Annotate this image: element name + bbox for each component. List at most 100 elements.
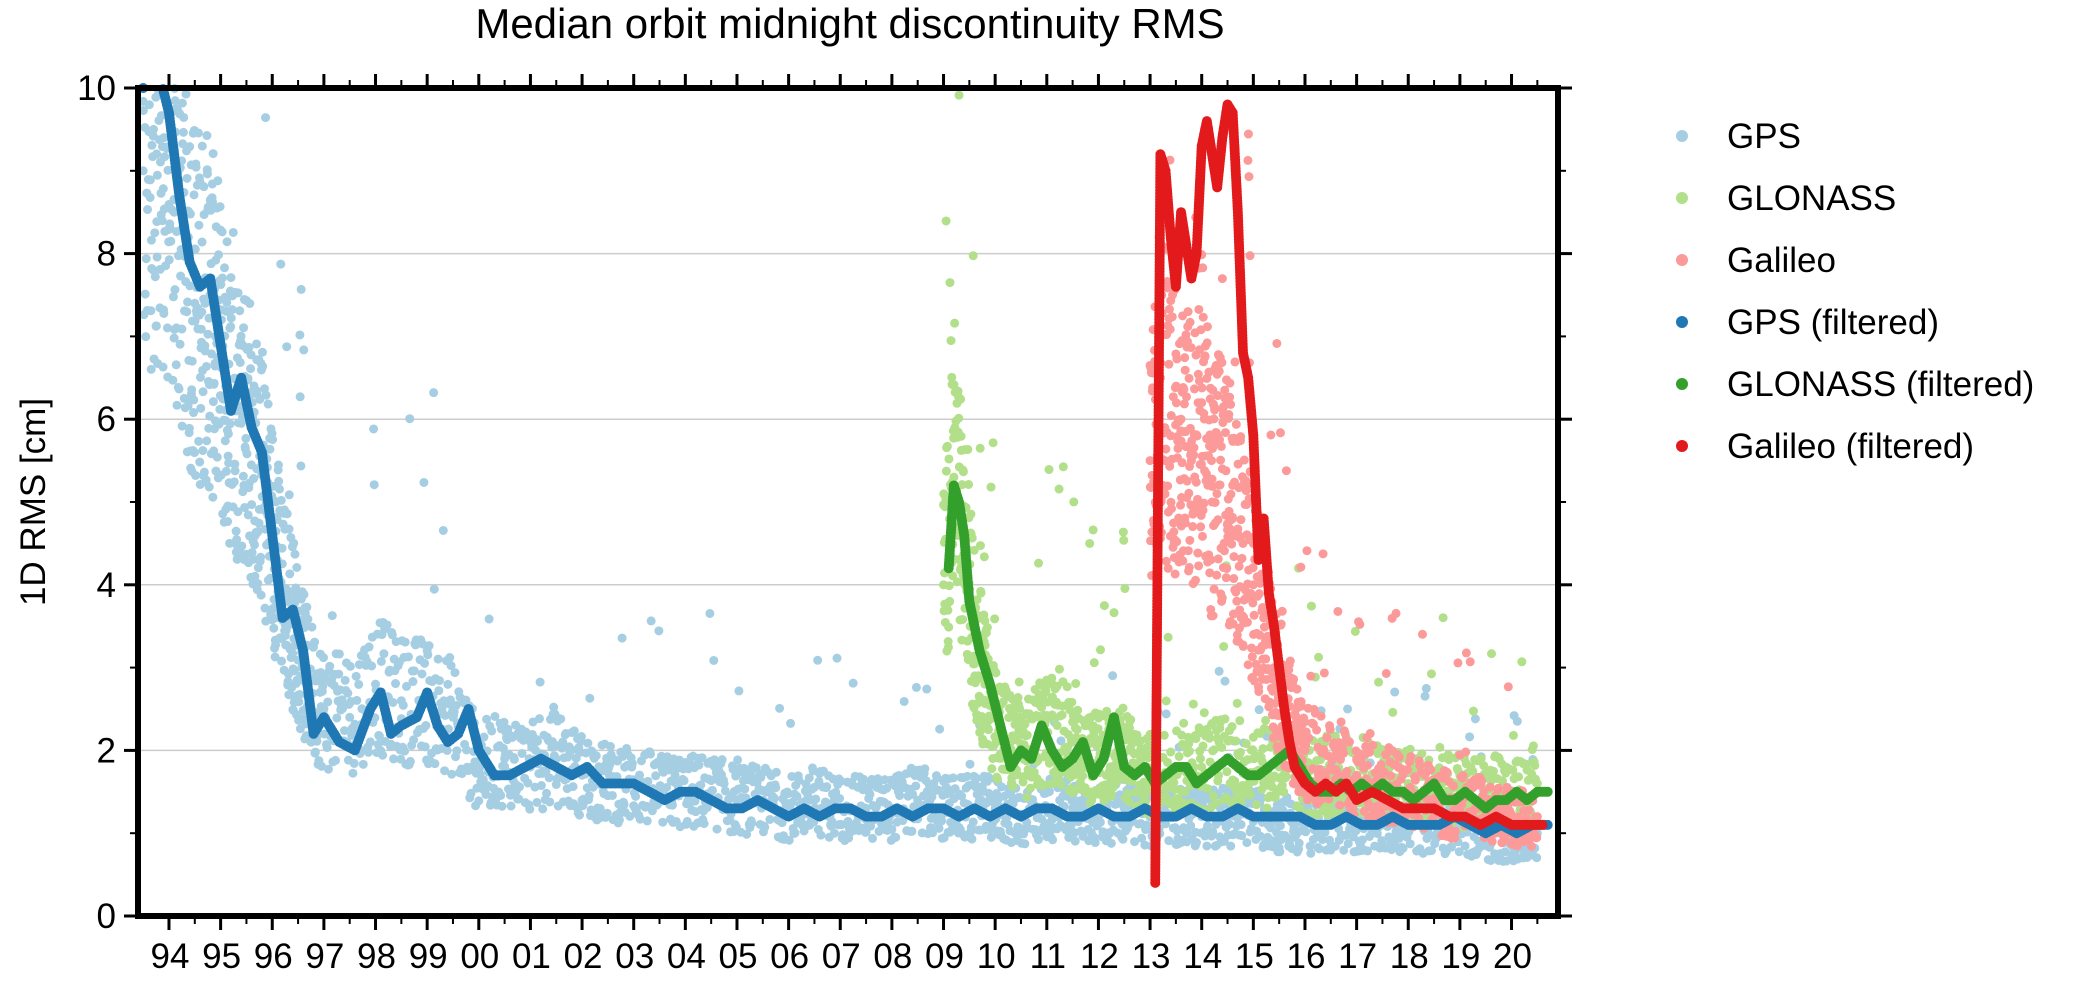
data-point — [1207, 474, 1217, 484]
data-point — [202, 131, 212, 141]
data-point — [948, 571, 958, 581]
data-point — [1259, 613, 1269, 623]
data-point — [223, 451, 233, 461]
data-point — [340, 675, 350, 685]
data-point — [187, 385, 197, 395]
data-point — [1356, 756, 1366, 766]
data-point — [250, 571, 260, 581]
data-point — [1386, 771, 1396, 781]
data-point — [941, 216, 951, 226]
data-point — [1020, 839, 1030, 849]
data-point — [197, 237, 207, 247]
data-point — [1070, 770, 1080, 780]
data-point — [490, 711, 500, 721]
data-point — [1301, 827, 1311, 837]
data-point — [574, 810, 584, 820]
data-point — [1227, 539, 1237, 549]
data-point — [1275, 428, 1285, 438]
data-point — [220, 436, 230, 446]
data-point — [230, 459, 240, 469]
data-point — [233, 507, 243, 517]
data-point — [358, 759, 368, 769]
data-point — [1102, 706, 1112, 716]
data-point — [1188, 699, 1198, 709]
data-point — [256, 590, 266, 600]
data-point — [1180, 353, 1190, 363]
data-point — [265, 444, 275, 454]
data-point — [1133, 787, 1143, 797]
data-point — [784, 835, 794, 845]
data-point — [760, 822, 770, 832]
data-point — [868, 833, 878, 843]
data-point — [334, 649, 344, 659]
data-point — [1406, 752, 1416, 762]
data-point — [242, 449, 252, 459]
data-point — [274, 476, 284, 486]
data-point — [756, 772, 766, 782]
data-point — [1333, 606, 1343, 616]
data-point — [866, 821, 876, 831]
data-point — [445, 695, 455, 705]
data-point — [296, 461, 306, 471]
data-point — [371, 679, 381, 689]
data-point — [1130, 837, 1140, 847]
data-point — [843, 816, 853, 826]
data-point — [887, 824, 897, 834]
data-point — [1184, 373, 1194, 383]
data-point — [804, 773, 814, 783]
data-point — [141, 332, 151, 342]
data-point — [1202, 322, 1212, 332]
data-point — [245, 299, 255, 309]
data-point — [1184, 562, 1194, 572]
data-point — [1403, 765, 1413, 775]
data-point — [1336, 717, 1346, 727]
data-point — [222, 237, 232, 247]
data-point — [1054, 664, 1064, 674]
data-point — [474, 762, 484, 772]
data-point — [440, 766, 450, 776]
data-point — [249, 540, 259, 550]
data-point — [388, 697, 398, 707]
data-point — [1245, 251, 1255, 261]
data-point — [403, 652, 413, 662]
data-point — [500, 762, 510, 772]
data-point — [1180, 518, 1190, 528]
data-point — [1191, 477, 1201, 487]
data-point — [1316, 711, 1326, 721]
data-point — [1345, 737, 1355, 747]
data-point — [987, 764, 997, 774]
data-point — [243, 510, 253, 520]
data-point — [199, 467, 209, 477]
data-point — [1118, 527, 1128, 537]
data-point — [1056, 780, 1066, 790]
data-point — [1292, 713, 1302, 723]
data-point — [209, 378, 219, 388]
data-point — [196, 324, 206, 334]
data-point — [198, 387, 208, 397]
data-point — [1167, 504, 1177, 514]
data-point — [1194, 561, 1204, 571]
data-point — [1222, 564, 1232, 574]
data-point — [1255, 831, 1265, 841]
data-point — [1161, 444, 1171, 454]
data-point — [146, 235, 156, 245]
data-point — [982, 623, 992, 633]
data-point — [1070, 836, 1080, 846]
data-point — [1163, 481, 1173, 491]
data-point — [1161, 709, 1171, 719]
data-point — [312, 736, 322, 746]
data-point — [191, 162, 201, 172]
data-point — [1417, 629, 1427, 639]
data-point — [1196, 522, 1206, 532]
data-point — [1517, 657, 1527, 667]
data-point — [1242, 617, 1252, 627]
data-point — [1248, 563, 1258, 573]
data-point — [1216, 455, 1226, 465]
data-point — [1365, 747, 1375, 757]
data-point — [299, 589, 309, 599]
data-point — [907, 826, 917, 836]
data-point — [253, 579, 263, 589]
data-point — [947, 372, 957, 382]
data-point — [682, 816, 692, 826]
data-point — [1376, 760, 1386, 770]
